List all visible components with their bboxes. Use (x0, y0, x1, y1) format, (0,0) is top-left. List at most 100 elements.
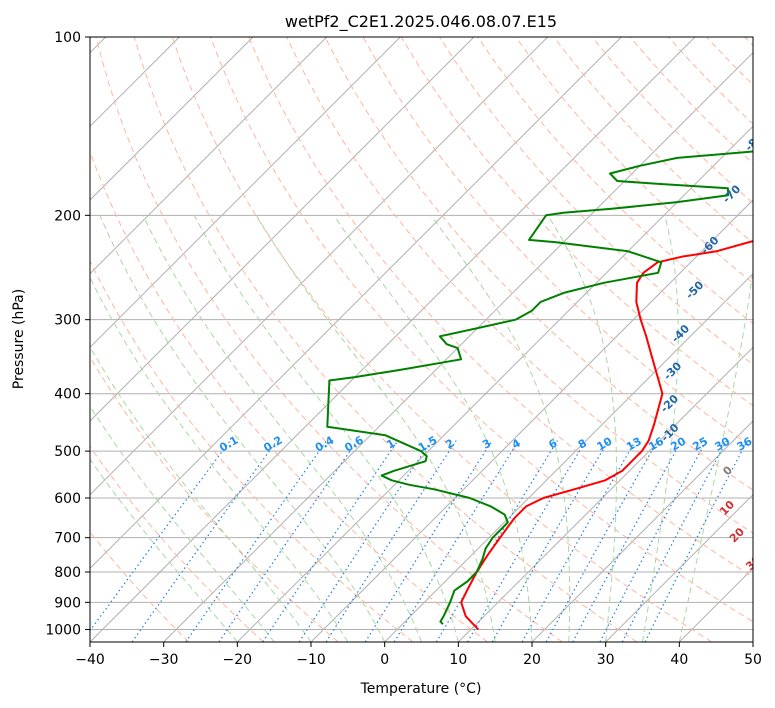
isotherm-line (90, 37, 696, 642)
dry-adiabat-line (324, 37, 753, 491)
isotherm-line (531, 420, 753, 642)
dry-adiabat-line (248, 37, 753, 578)
mixing-ratio-line (572, 440, 683, 642)
chart-title: wetPf2_C2E1.2025.046.08.07.E15 (285, 12, 557, 32)
mixing-ratio-line (521, 440, 637, 642)
y-tick-label: 500 (54, 444, 81, 460)
x-tick-label: 0 (380, 652, 389, 668)
plot-frame (89, 36, 754, 643)
moist-adiabat-line (430, 215, 571, 642)
mixing-ratio-label: 3 (480, 437, 493, 452)
dry-adiabat-line (90, 259, 414, 642)
mixing-ratio-line (466, 440, 587, 642)
isotherm-line (90, 37, 475, 422)
mixing-ratio-line (364, 440, 493, 642)
moist-adiabat-label: 30 (743, 553, 763, 573)
moist-adiabat-line (255, 215, 496, 642)
dry-adiabat-line (133, 37, 638, 642)
dry-adiabat-line (90, 531, 190, 642)
moist-adiabat-line (547, 215, 617, 642)
dry-adiabat-line (706, 37, 753, 86)
mixing-ratio-line (218, 440, 358, 642)
mixing-ratio-line (298, 440, 432, 642)
dry-adiabat-line (286, 37, 753, 534)
x-axis-title: Temperature (°C) (360, 681, 482, 697)
dry-adiabat-line (515, 37, 753, 284)
dry-adiabat-line (171, 37, 712, 642)
dry-adiabat-label: -70 (720, 182, 743, 205)
x-tick-label: 10 (449, 652, 467, 668)
isotherm-line (236, 125, 753, 642)
moist-adiabat-line (642, 215, 679, 642)
isotherm-line (90, 37, 549, 496)
x-axis: −40 −30 −20 −10 0 10 20 30 40 50 (75, 642, 762, 668)
dry-adiabat-line (744, 37, 753, 47)
mixing-ratio-line (185, 440, 328, 642)
x-tick-label: −10 (296, 652, 326, 668)
dry-adiabat-label: -50 (683, 278, 706, 301)
mixing-ratio-lines (90, 440, 748, 642)
dry-adiabat-line (553, 37, 753, 244)
moist-adiabat-line (142, 215, 422, 642)
isotherm-line (90, 37, 401, 349)
moist-adiabat-line (90, 458, 238, 642)
mixing-ratio-line (599, 440, 707, 642)
dry-adiabat-label: -40 (669, 322, 692, 345)
dry-adiabat-line (90, 356, 339, 642)
dewpoint-profile (326, 150, 753, 625)
mixing-ratio-label: 36 (735, 434, 755, 453)
mixing-ratio-line (491, 440, 609, 642)
mixing-ratio-label: 6 (546, 436, 559, 451)
mixing-ratio-line (545, 440, 659, 642)
y-tick-label: 900 (54, 595, 81, 611)
isotherm-line (752, 641, 753, 642)
moist-adiabat-label: 40 (759, 581, 775, 601)
dry-adiabat-line (210, 37, 753, 623)
mixing-ratio-line (325, 440, 457, 642)
isotherm-grid (90, 37, 753, 642)
moist-adiabat-line (678, 265, 753, 642)
dry-adiabats (90, 37, 753, 642)
mixing-ratio-label: 4 (510, 436, 523, 451)
y-axis-title: Pressure (hPa) (11, 289, 27, 389)
isotherm-line (90, 37, 622, 570)
x-tick-label: −40 (75, 652, 105, 668)
moist-adiabat-label: 10 (717, 498, 737, 518)
isotherm-line (457, 346, 753, 642)
moist-adiabats (90, 215, 753, 642)
plot-area: -100-90-80-70-60-50-40-30-20-10010203040… (90, 37, 775, 642)
x-tick-label: 50 (744, 652, 762, 668)
isotherm-line (678, 567, 753, 642)
dry-adiabat-label: -90 (768, 76, 775, 99)
mixing-ratio-line (393, 440, 520, 642)
isotherm-line (605, 493, 753, 642)
y-tick-label: 300 (54, 313, 81, 329)
y-tick-label: 100 (54, 30, 81, 46)
y-tick-label: 200 (54, 208, 81, 224)
dry-adiabat-line (95, 37, 563, 642)
y-tick-label: 400 (54, 387, 81, 403)
isotherm-line (163, 51, 753, 642)
mixing-ratio-line (90, 440, 231, 632)
mixing-ratio-line (644, 440, 748, 642)
dry-adiabat-line (90, 445, 264, 642)
dry-adiabat-line (90, 150, 488, 642)
temperature-profile (460, 240, 753, 631)
moist-adiabat-line (193, 215, 459, 642)
y-tick-label: 600 (54, 491, 81, 507)
x-tick-label: 40 (670, 652, 688, 668)
mixing-ratio-line (131, 440, 278, 642)
moist-adiabat-line (90, 345, 312, 642)
mixing-ratio-line (262, 440, 399, 642)
x-tick-label: −30 (149, 652, 179, 668)
x-tick-label: 20 (523, 652, 541, 668)
y-axis: 100 200 300 400 500 600 700 800 900 1000 (45, 30, 90, 638)
moist-adiabat-line (90, 405, 275, 642)
dry-adiabat-line (668, 37, 753, 125)
moist-adiabat-line (90, 276, 349, 642)
moist-adiabat-line (333, 215, 533, 642)
moist-adiabat-line (99, 215, 386, 642)
y-tick-label: 700 (54, 531, 81, 547)
isotherm-line (90, 37, 328, 275)
